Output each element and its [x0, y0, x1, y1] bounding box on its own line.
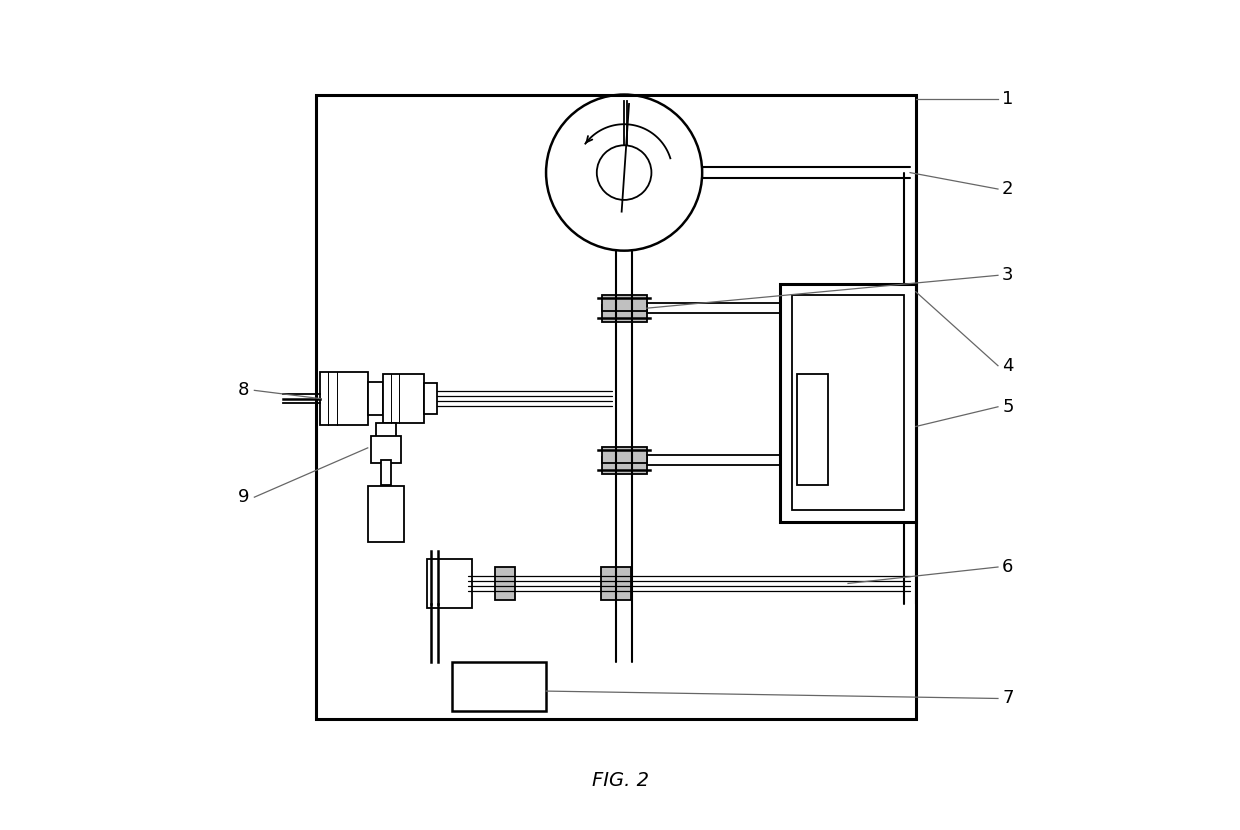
Text: 4: 4: [1002, 357, 1013, 374]
Bar: [316, 95, 916, 719]
Bar: [601, 305, 647, 322]
Bar: [451, 662, 546, 710]
Bar: [601, 295, 647, 311]
Text: 2: 2: [1002, 180, 1013, 198]
Bar: [601, 457, 647, 474]
Text: 6: 6: [1002, 558, 1013, 576]
Text: 8: 8: [238, 381, 249, 399]
Text: 9: 9: [238, 488, 249, 506]
Bar: [382, 374, 424, 423]
Bar: [601, 447, 647, 463]
Bar: [427, 559, 472, 608]
Bar: [368, 382, 382, 415]
Text: FIG. 2: FIG. 2: [591, 771, 649, 790]
Bar: [371, 437, 401, 462]
Bar: [780, 284, 916, 522]
Bar: [376, 422, 396, 443]
Text: 7: 7: [1002, 690, 1013, 707]
Bar: [495, 567, 515, 600]
Bar: [791, 295, 904, 510]
Bar: [368, 486, 404, 542]
Bar: [424, 383, 436, 414]
Text: 1: 1: [1002, 90, 1013, 108]
Bar: [796, 374, 828, 485]
Bar: [601, 567, 631, 600]
Text: 3: 3: [1002, 266, 1013, 285]
Text: 5: 5: [1002, 398, 1013, 416]
Bar: [381, 460, 391, 485]
Bar: [320, 372, 368, 425]
